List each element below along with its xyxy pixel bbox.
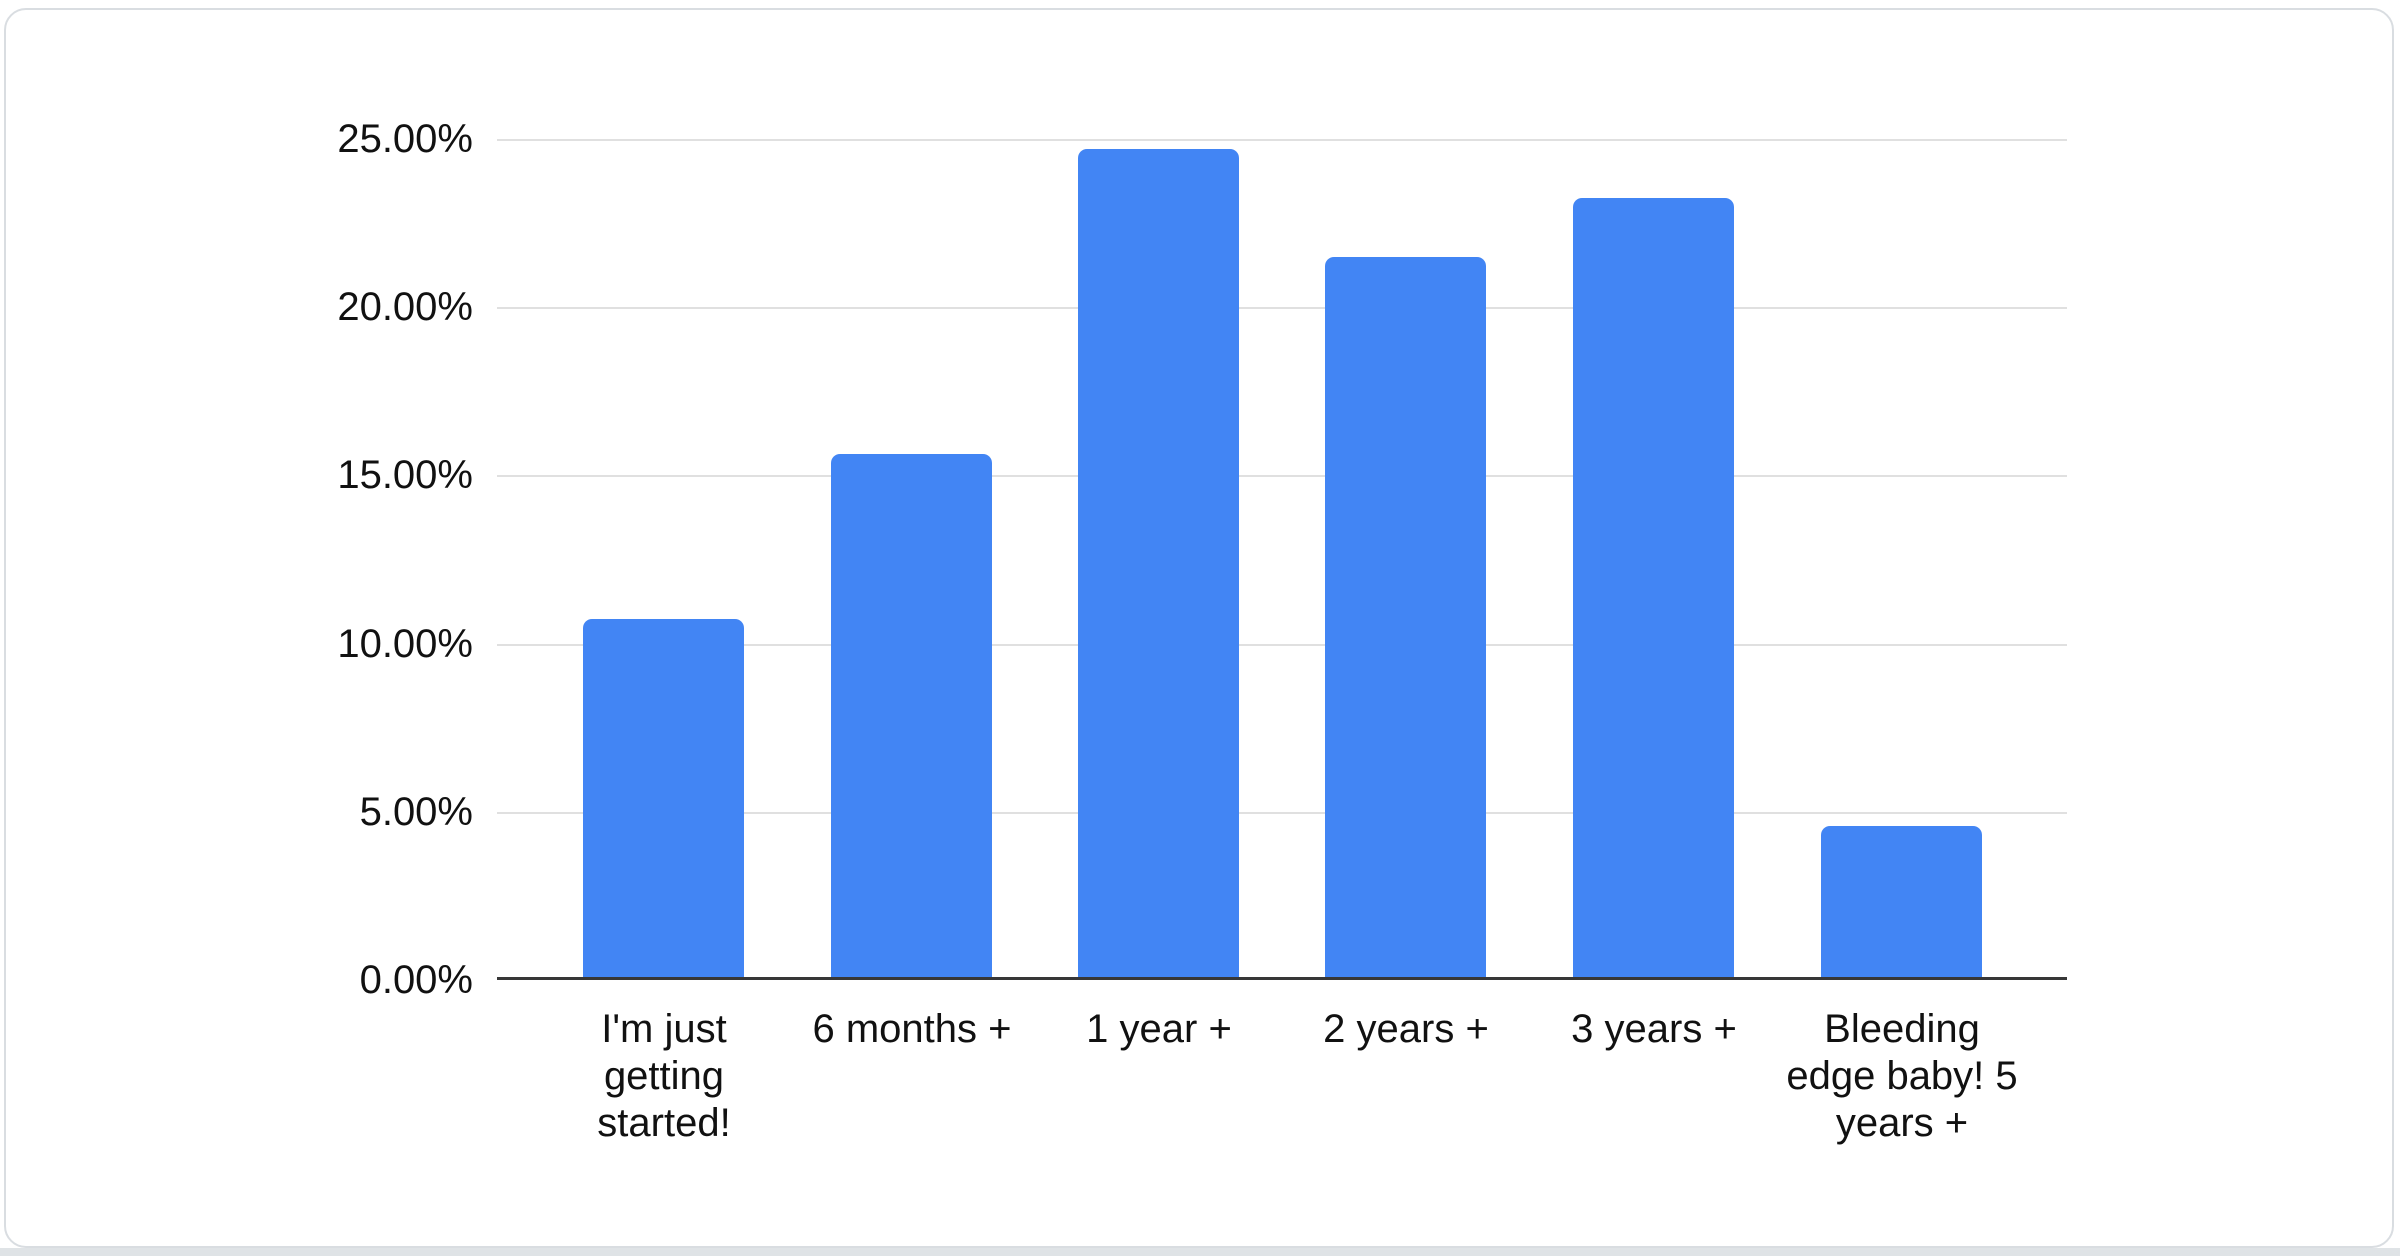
bar-bleeding-edge-5-years-plus[interactable] — [1821, 826, 1982, 977]
y-axis-tick-label: 10.00% — [337, 622, 473, 666]
y-axis-tick-label: 5.00% — [359, 790, 473, 834]
y-axis-tick-label: 25.00% — [337, 117, 473, 161]
y-axis-tick-label: 15.00% — [337, 453, 473, 497]
x-axis-category-label: Bleeding edge baby! 5 years + — [1786, 1007, 2018, 1145]
x-axis-category-label: 2 years + — [1323, 1007, 1489, 1051]
gridline — [497, 475, 2067, 477]
x-axis-category-label: 6 months + — [812, 1007, 1012, 1051]
bottom-edge-strip — [0, 1248, 2400, 1256]
y-axis-tick-label: 0.00% — [359, 958, 473, 1002]
bar-6-months-plus[interactable] — [831, 454, 992, 977]
gridline — [497, 307, 2067, 309]
gridline — [497, 812, 2067, 814]
bar-2-years-plus[interactable] — [1325, 257, 1486, 977]
x-axis-line — [497, 977, 2067, 980]
x-axis-category-label: I'm just getting started! — [597, 1007, 731, 1145]
gridline — [497, 139, 2067, 141]
bar-1-year-plus[interactable] — [1078, 149, 1239, 977]
bar-3-years-plus[interactable] — [1573, 198, 1734, 977]
x-axis-category-label: 3 years + — [1571, 1007, 1737, 1051]
plot-area — [497, 139, 2067, 980]
bar-im-just-getting-started[interactable] — [583, 619, 744, 977]
x-axis-category-label: 1 year + — [1086, 1007, 1232, 1051]
y-axis-tick-label: 20.00% — [337, 285, 473, 329]
gridline — [497, 644, 2067, 646]
